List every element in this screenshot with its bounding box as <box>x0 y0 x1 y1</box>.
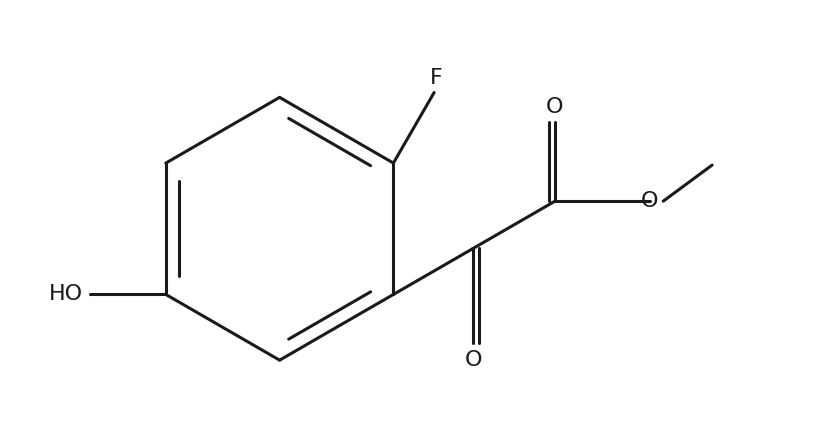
Text: F: F <box>430 68 442 88</box>
Text: O: O <box>547 97 564 117</box>
Text: HO: HO <box>49 285 83 305</box>
Text: O: O <box>641 191 658 211</box>
Text: O: O <box>464 351 482 371</box>
